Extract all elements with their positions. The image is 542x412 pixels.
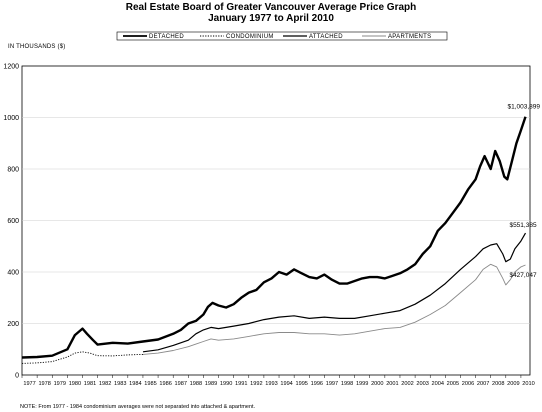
x-tick-label: 1984 <box>129 381 141 387</box>
x-tick-label: 1988 <box>190 381 202 387</box>
x-tick-label: 1983 <box>114 381 126 387</box>
x-tick-label: 1981 <box>84 381 96 387</box>
y-tick-label: 800 <box>7 167 19 174</box>
x-tick-label: 1985 <box>144 381 156 387</box>
end-value-label: $427,047 <box>509 272 536 279</box>
legend-label-condominium: CONDOMINIUM <box>226 34 274 40</box>
legend-box <box>116 31 448 41</box>
y-tick-label: 1000 <box>3 115 19 122</box>
y-tick-label: 400 <box>7 270 19 277</box>
x-tick-label: 1989 <box>205 381 217 387</box>
x-tick-label: 1996 <box>311 381 323 387</box>
x-tick-label: 1994 <box>280 381 292 387</box>
x-tick-label: 2001 <box>386 381 398 387</box>
x-tick-label: 1990 <box>220 381 232 387</box>
x-tick-label: 1997 <box>326 381 338 387</box>
end-value-label: $1,003,899 <box>507 104 540 111</box>
x-tick-label: 1992 <box>250 381 262 387</box>
x-tick-label: 2004 <box>432 381 444 387</box>
series-line-attached <box>142 232 527 353</box>
x-tick-label: 2002 <box>401 381 413 387</box>
x-tick-label: 1995 <box>295 381 307 387</box>
y-tick-label: 200 <box>7 321 19 328</box>
x-tick-label: 1993 <box>265 381 277 387</box>
legend-label-attached: ATTACHED <box>309 34 343 40</box>
y-tick-label: 600 <box>7 218 19 225</box>
x-tick-label: 1986 <box>159 381 171 387</box>
x-tick-label: 1982 <box>99 381 111 387</box>
x-tick-label: 2007 <box>477 381 489 387</box>
x-tick-label: 1998 <box>341 381 353 387</box>
series-line-detached <box>21 116 527 359</box>
series-line-apartments <box>142 263 526 355</box>
y-tick-label: 0 <box>15 373 19 380</box>
x-tick-label: 1999 <box>356 381 368 387</box>
x-tick-label: 1979 <box>54 381 66 387</box>
end-value-label: $551,385 <box>509 222 536 229</box>
y-tick-label: 1200 <box>3 64 19 71</box>
x-tick-label: 1978 <box>38 381 50 387</box>
x-tick-label: 2005 <box>447 381 459 387</box>
footnote: NOTE: From 1977 - 1984 condominium avera… <box>20 404 256 410</box>
x-tick-label: 1987 <box>175 381 187 387</box>
x-tick-label: 2009 <box>507 381 519 387</box>
x-tick-label: 1991 <box>235 381 247 387</box>
x-tick-label: 2003 <box>416 381 428 387</box>
y-axis-unit-label: IN THOUSANDS ($) <box>8 44 66 50</box>
chart-subtitle: January 1977 to April 2010 <box>208 13 334 24</box>
legend-label-detached: DETACHED <box>149 34 184 40</box>
x-tick-label: 2006 <box>462 381 474 387</box>
chart-title: Real Estate Board of Greater Vancouver A… <box>125 2 417 13</box>
x-tick-label: 2008 <box>492 381 504 387</box>
x-tick-label: 1980 <box>69 381 81 387</box>
x-tick-label: 2010 <box>522 381 534 387</box>
x-tick-label: 2000 <box>371 381 383 387</box>
x-tick-label: 1977 <box>23 381 35 387</box>
legend-label-apartments: APARTMENTS <box>388 34 431 40</box>
